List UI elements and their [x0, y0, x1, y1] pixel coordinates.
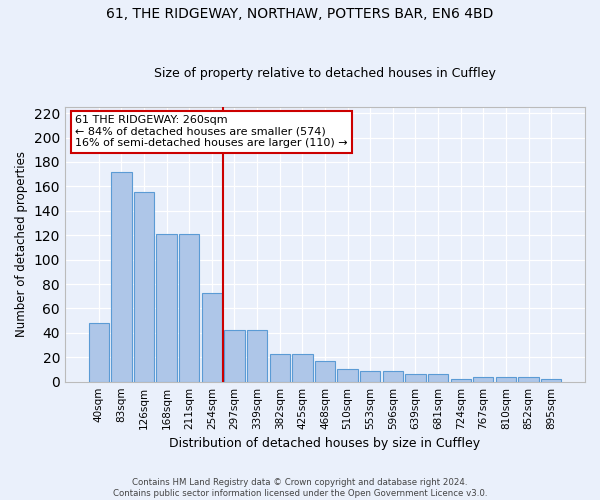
X-axis label: Distribution of detached houses by size in Cuffley: Distribution of detached houses by size …: [169, 437, 481, 450]
Bar: [315, 361, 335, 382]
Text: Contains HM Land Registry data © Crown copyright and database right 2024.
Contai: Contains HM Land Registry data © Crown c…: [113, 478, 487, 498]
Bar: [89, 323, 109, 382]
Bar: [541, 379, 562, 382]
Bar: [360, 370, 380, 382]
Bar: [473, 377, 493, 382]
Bar: [134, 192, 154, 382]
Bar: [111, 172, 131, 382]
Bar: [405, 374, 425, 382]
Bar: [157, 234, 177, 382]
Bar: [202, 292, 222, 382]
Bar: [337, 370, 358, 382]
Bar: [518, 377, 539, 382]
Text: 61 THE RIDGEWAY: 260sqm
← 84% of detached houses are smaller (574)
16% of semi-d: 61 THE RIDGEWAY: 260sqm ← 84% of detache…: [76, 116, 348, 148]
Bar: [179, 234, 199, 382]
Bar: [292, 354, 313, 382]
Bar: [496, 377, 516, 382]
Title: Size of property relative to detached houses in Cuffley: Size of property relative to detached ho…: [154, 66, 496, 80]
Bar: [224, 330, 245, 382]
Bar: [247, 330, 267, 382]
Y-axis label: Number of detached properties: Number of detached properties: [15, 152, 28, 338]
Bar: [428, 374, 448, 382]
Bar: [451, 379, 471, 382]
Bar: [383, 370, 403, 382]
Bar: [269, 354, 290, 382]
Text: 61, THE RIDGEWAY, NORTHAW, POTTERS BAR, EN6 4BD: 61, THE RIDGEWAY, NORTHAW, POTTERS BAR, …: [106, 8, 494, 22]
